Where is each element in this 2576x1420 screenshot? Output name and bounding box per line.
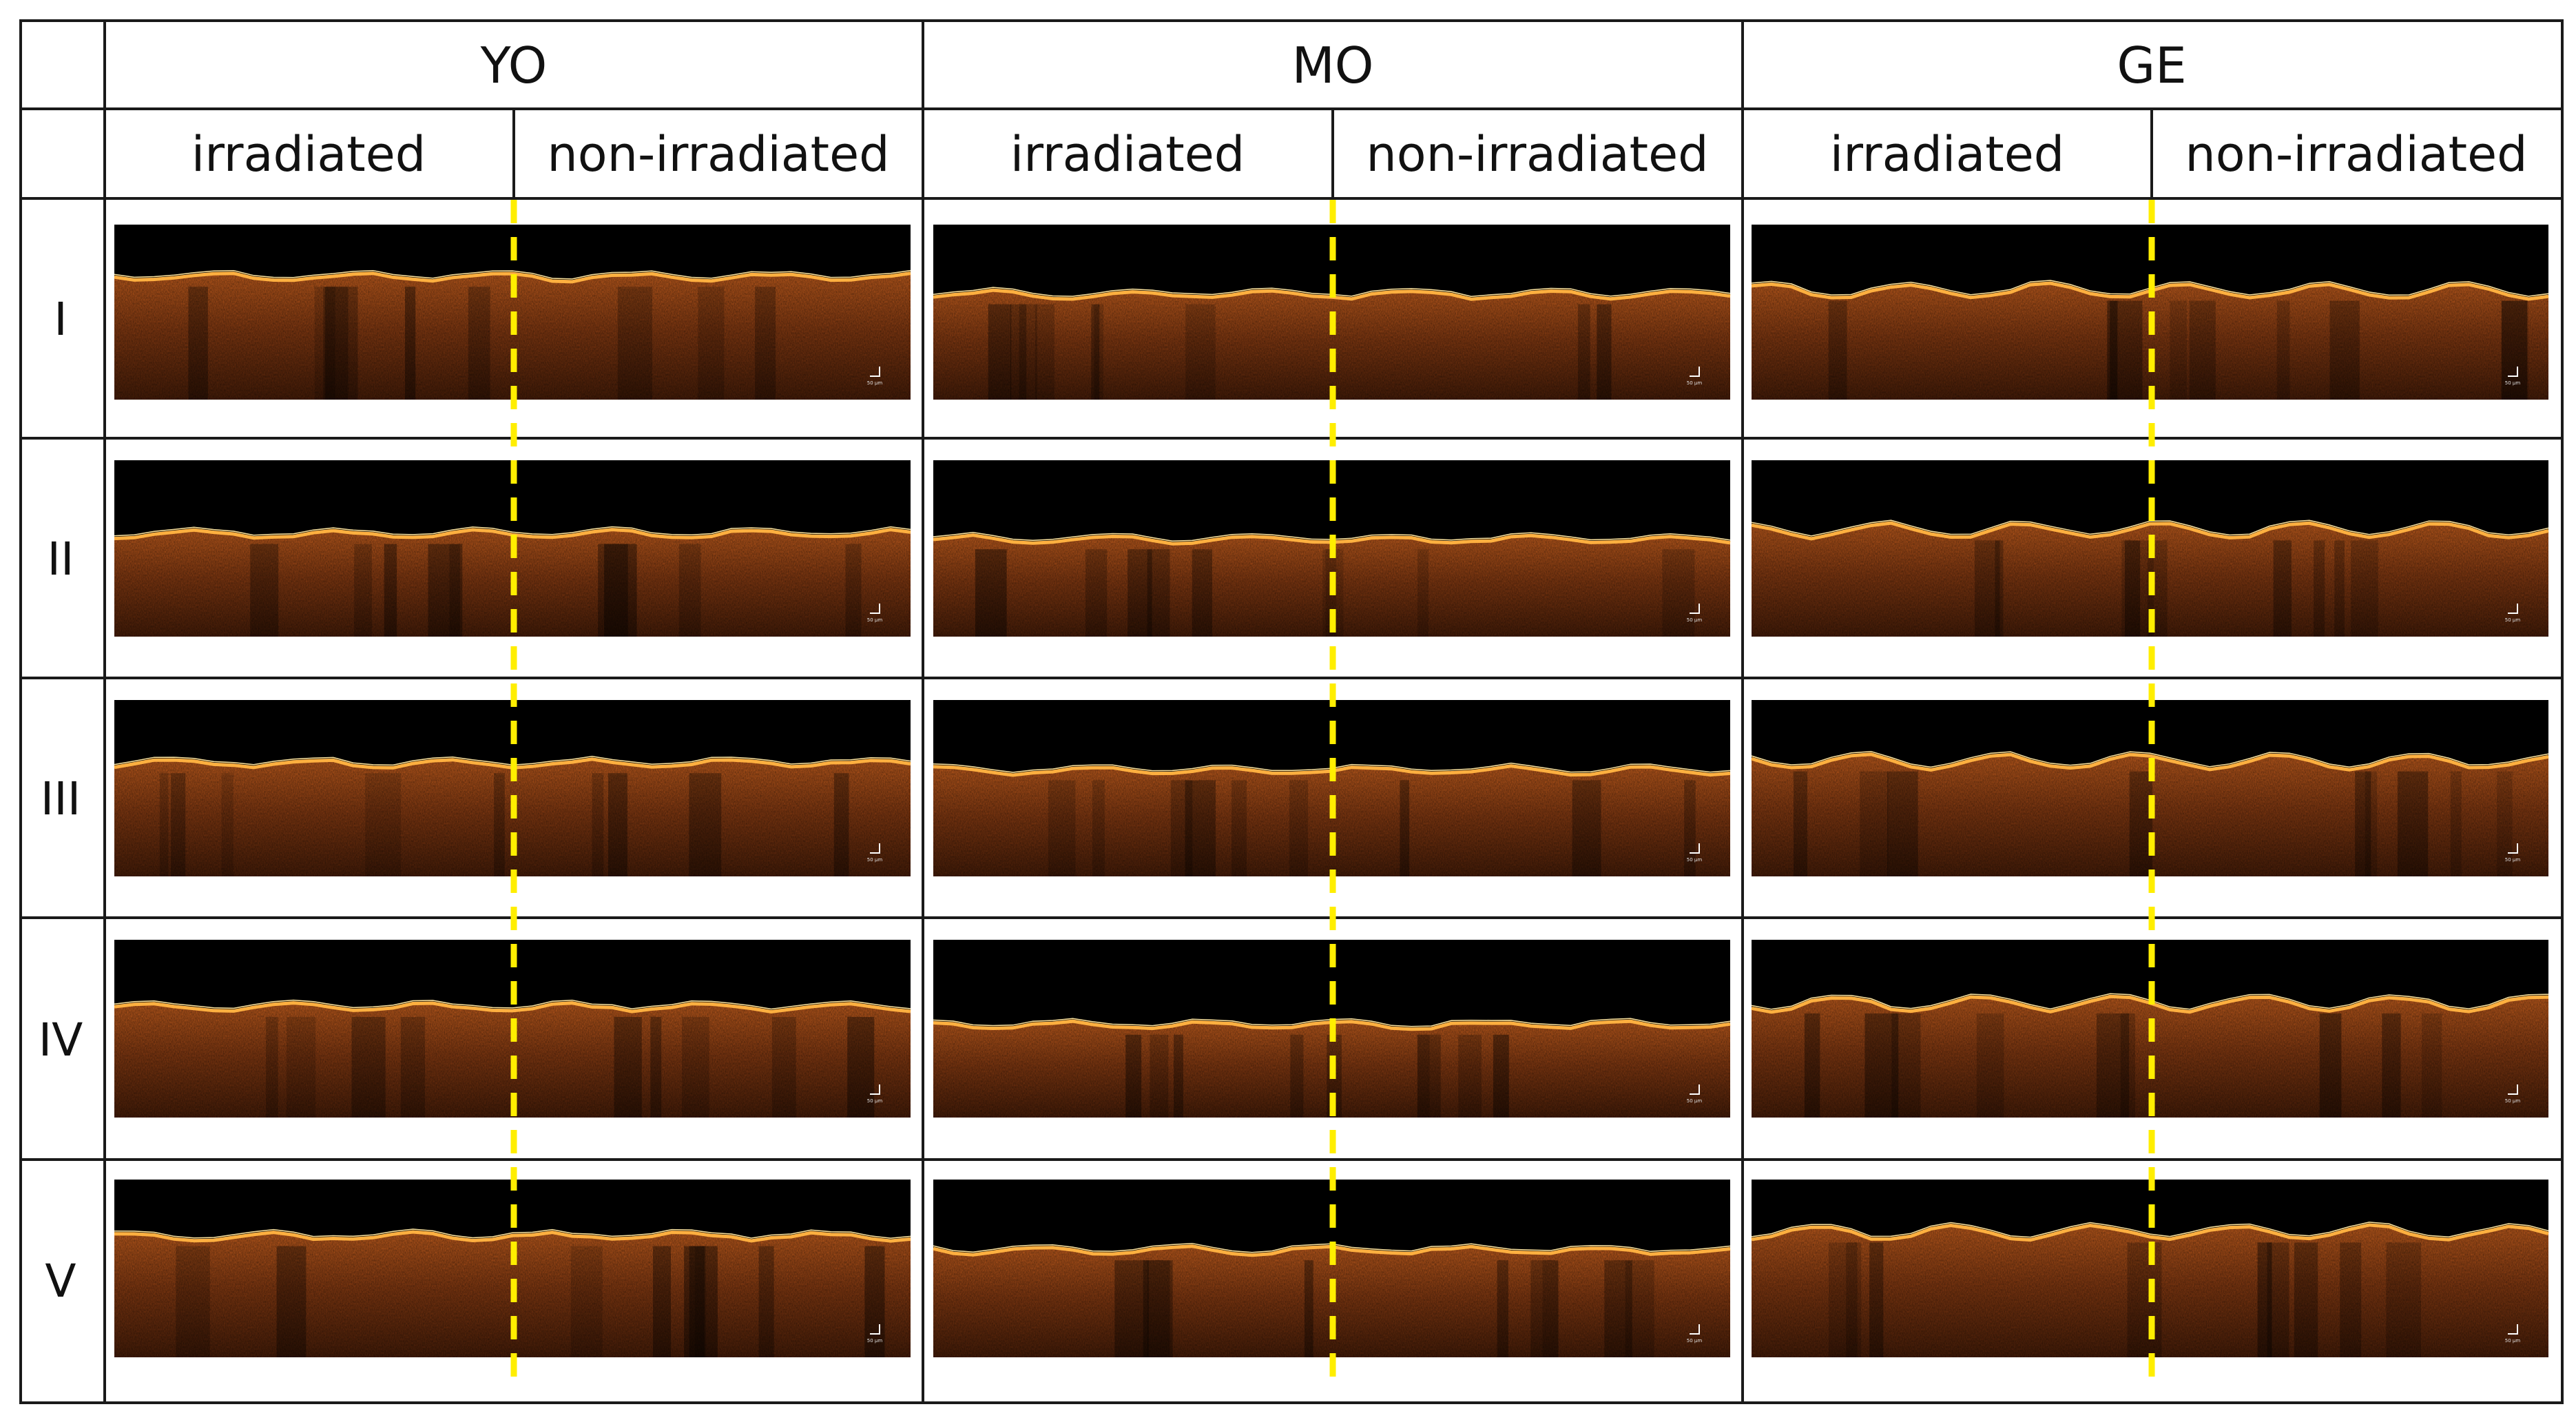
oct-panel-ge-row-1: 50 µm: [1751, 225, 2549, 400]
tissue-surface-highlight: [1751, 750, 2549, 768]
scale-bar: [1690, 1324, 1700, 1335]
condition-header-ge-non-irradiated: non-irradiated: [2185, 126, 2527, 183]
tissue-surface-line: [1751, 1223, 2549, 1242]
scale-bar-label: 50 µm: [867, 857, 883, 863]
scale-bar: [870, 1084, 880, 1095]
tissue-surface-highlight: [114, 999, 911, 1010]
scale-bar: [2508, 843, 2518, 854]
scale-bar-label: 50 µm: [867, 380, 883, 386]
tissue-surface-line: [114, 1230, 911, 1243]
tissue-surface-highlight: [1751, 519, 2549, 537]
tissue-surface-line: [114, 271, 911, 284]
tissue-surface-line: [1751, 752, 2549, 772]
scale-bar: [870, 1324, 880, 1335]
row-label-1: I: [54, 293, 67, 346]
row-label-2: II: [48, 533, 74, 586]
condition-header-yo-non-irradiated: non-irradiated: [547, 126, 889, 183]
scale-bar-label: 50 µm: [867, 1098, 883, 1104]
speckle-texture: [933, 765, 1730, 876]
scale-bar: [1690, 1084, 1700, 1095]
condition-header-ge-irradiated: irradiated: [1830, 126, 2064, 183]
condition-header-yo-irradiated: irradiated: [191, 126, 426, 183]
row-label-5: V: [45, 1255, 76, 1308]
scale-bar-label: 50 µm: [2505, 1098, 2521, 1104]
scale-bar-label: 50 µm: [2505, 380, 2521, 386]
condition-header-mo-non-irradiated: non-irradiated: [1366, 126, 1708, 183]
tissue-surface-highlight: [1751, 1222, 2549, 1238]
scale-bar: [1690, 843, 1700, 854]
row-label-4: IV: [39, 1013, 83, 1067]
speckle-texture: [1752, 283, 2548, 400]
scale-bar: [1690, 604, 1700, 614]
speckle-texture: [933, 290, 1730, 400]
scale-bar-label: 50 µm: [1687, 617, 1703, 623]
tissue-surface-line: [114, 1001, 911, 1014]
group-header-yo: YO: [480, 37, 548, 94]
oct-panel-mo-row-5: 50 µm: [933, 1180, 1731, 1357]
scale-bar-label: 50 µm: [1687, 380, 1703, 386]
table-grid: [19, 19, 2564, 1404]
scale-bar-label: 50 µm: [867, 1338, 883, 1344]
scale-bar: [2508, 604, 2518, 614]
scale-bar: [870, 843, 880, 854]
scale-bar-label: 50 µm: [1687, 1098, 1703, 1104]
scale-bar: [1690, 367, 1700, 377]
scale-bar: [2508, 1324, 2518, 1335]
tissue-surface-highlight: [114, 269, 911, 280]
tissue-surface-line: [1751, 521, 2549, 541]
table-border: [19, 19, 2564, 1404]
condition-header-mo-irradiated: irradiated: [1010, 126, 1245, 183]
tissue-surface-highlight: [114, 1228, 911, 1239]
oct-panel-ge-row-4: 50 µm: [1751, 940, 2549, 1118]
speckle-texture: [114, 273, 911, 400]
tissue-surface-highlight: [114, 526, 911, 537]
scale-bar: [870, 367, 880, 377]
group-header-ge: GE: [2117, 37, 2186, 94]
scale-bar-label: 50 µm: [2505, 617, 2521, 623]
scale-bar-label: 50 µm: [1687, 1338, 1703, 1344]
row-label-3: III: [41, 772, 81, 825]
scale-bar-label: 50 µm: [867, 617, 883, 623]
scale-bar: [2508, 367, 2518, 377]
scale-bar: [2508, 1084, 2518, 1095]
scale-bar-label: 50 µm: [2505, 857, 2521, 863]
scale-bar: [870, 604, 880, 614]
scale-bar-label: 50 µm: [1687, 857, 1703, 863]
group-header-mo: MO: [1292, 37, 1374, 94]
scale-bar-label: 50 µm: [2505, 1338, 2521, 1344]
